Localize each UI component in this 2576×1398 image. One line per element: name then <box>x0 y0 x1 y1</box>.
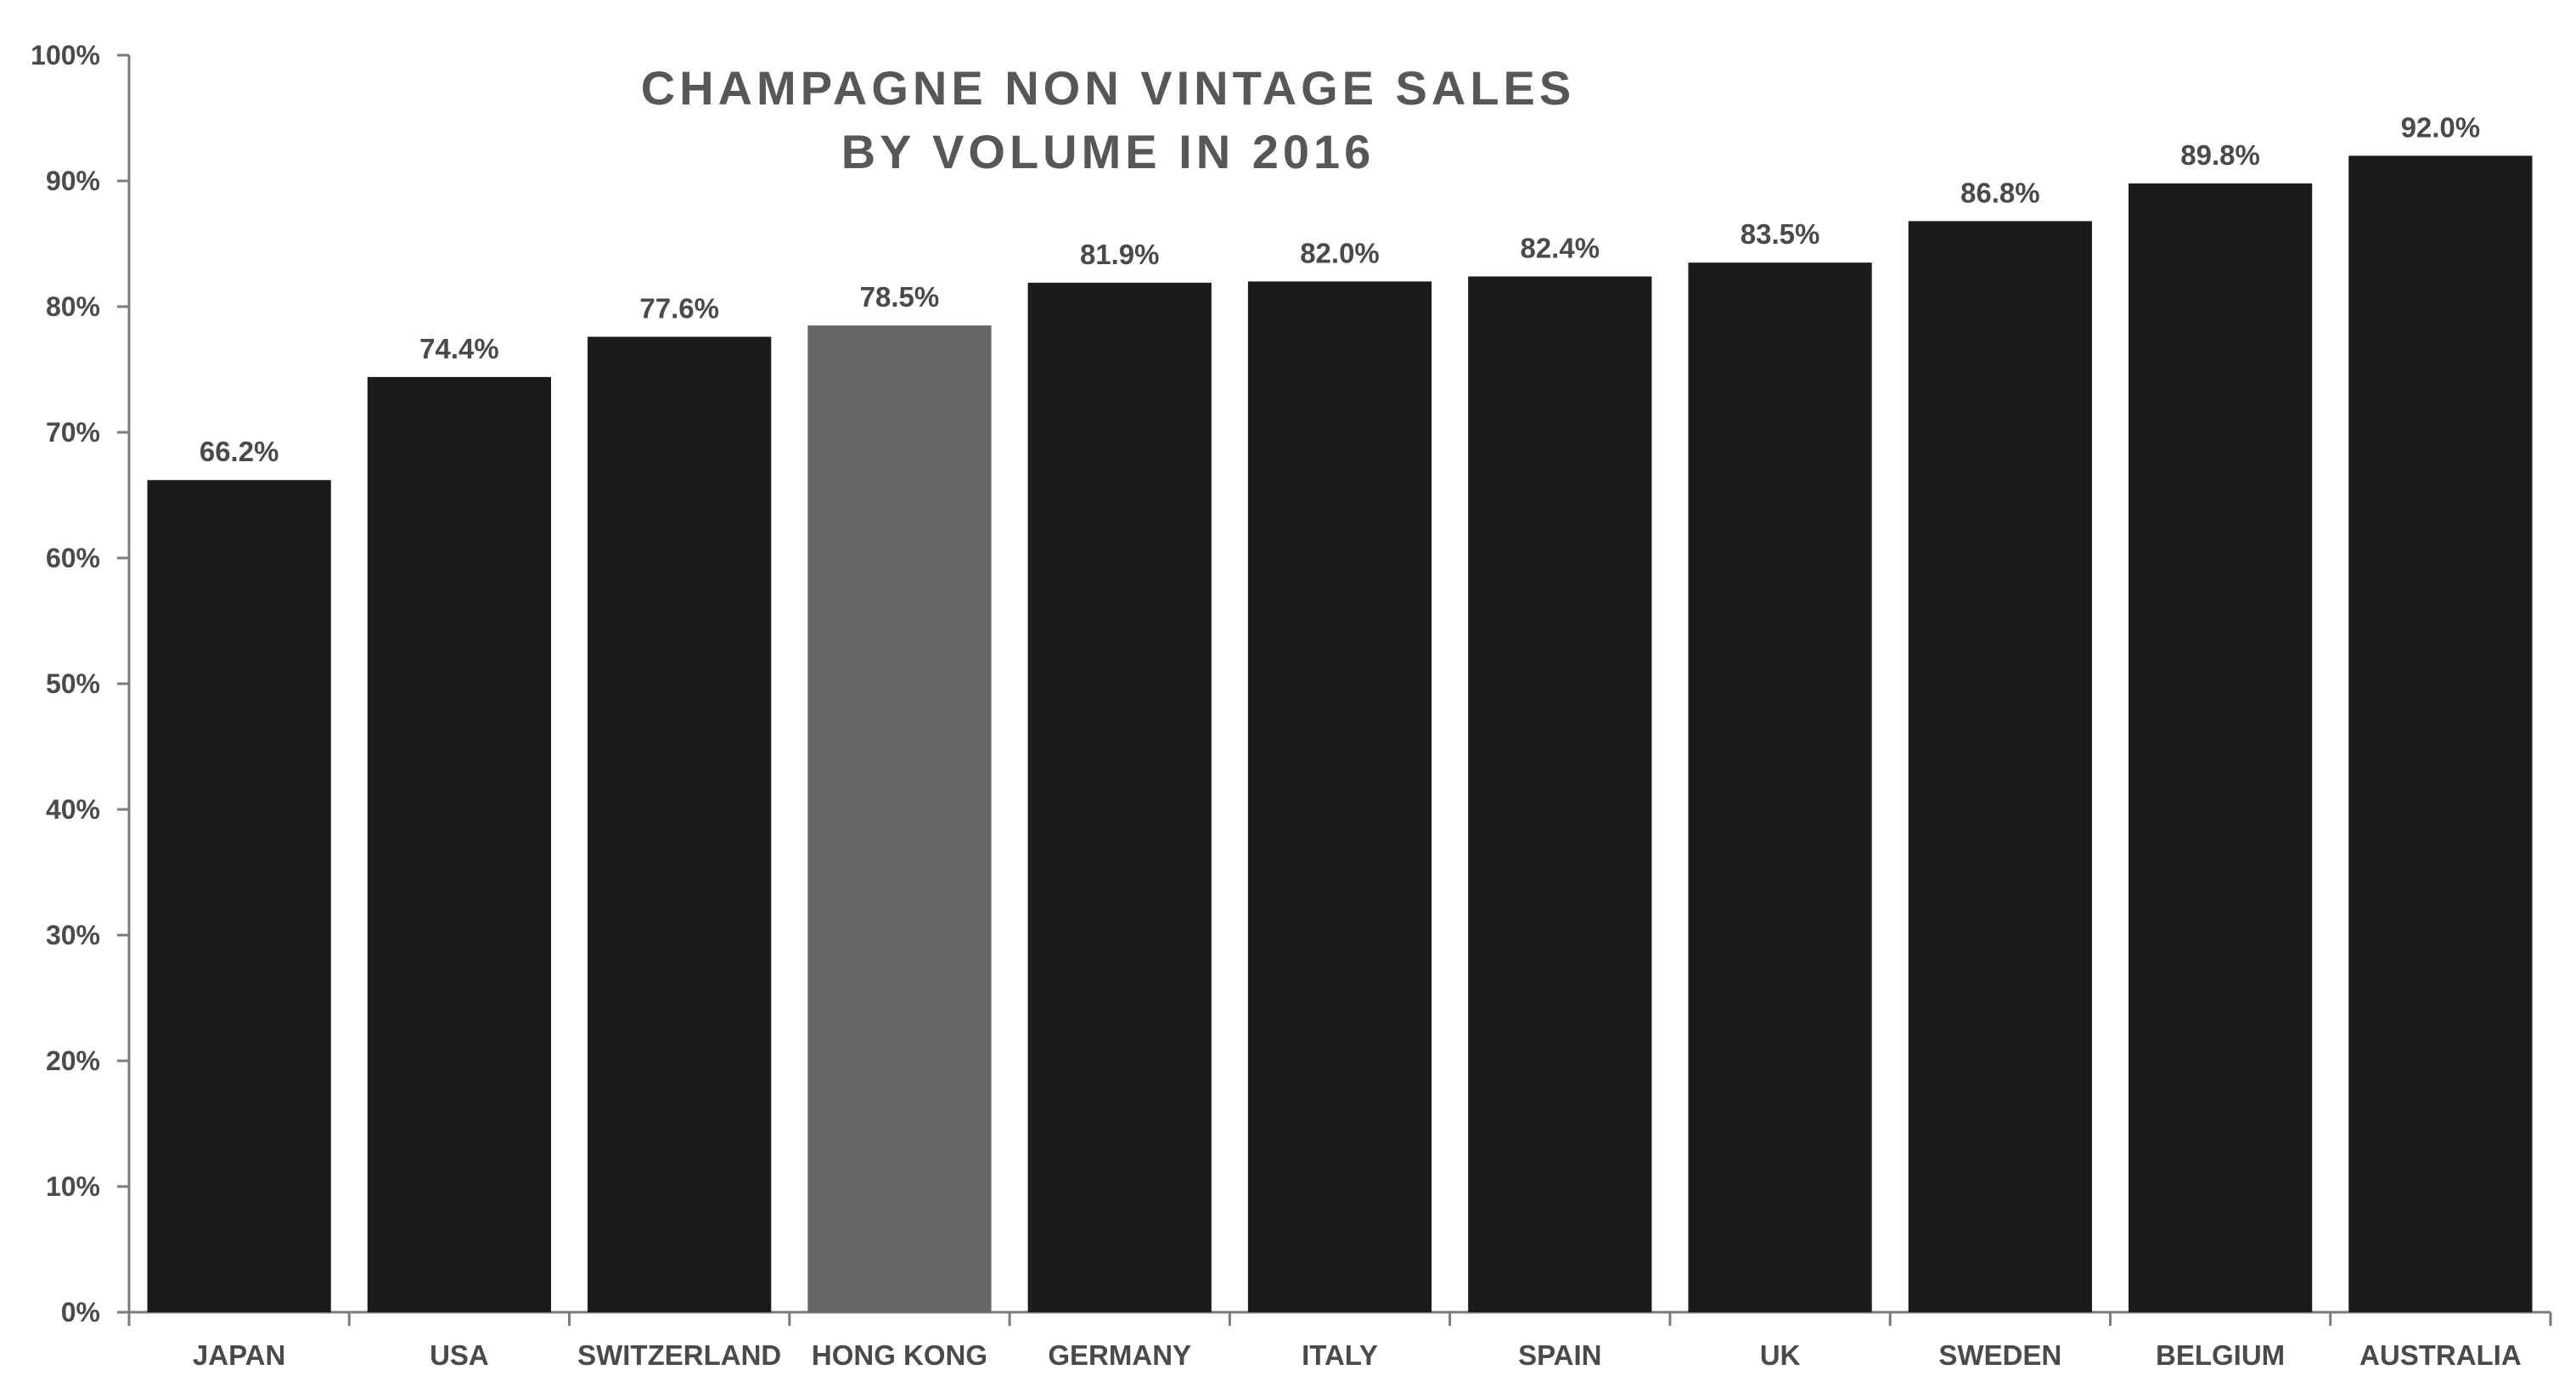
bars <box>147 155 2533 1313</box>
x-axis: JAPAN USA SWITZERLAND HONG KONG GERMANY ITALY… <box>127 1311 2552 1371</box>
data-label: 82.0% <box>1300 237 1380 268</box>
x-tick-label: SWEDEN <box>1938 1339 2061 1371</box>
data-label: 81.9% <box>1080 239 1160 270</box>
bar-australia <box>2348 155 2533 1312</box>
chart-title-line-2: BY VOLUME IN 2016 <box>841 125 1375 178</box>
bar-japan <box>147 480 331 1312</box>
bar-usa <box>367 376 552 1312</box>
bar-spain <box>1468 276 1652 1313</box>
x-tick-label: JAPAN <box>193 1339 285 1371</box>
y-axis: 0% 10% 20% 30% 40% 50% 60% 70% 80% 90% 100% <box>31 40 131 1328</box>
x-tick-label: USA <box>430 1339 489 1371</box>
y-tick-label: 100% <box>31 40 100 70</box>
bar-uk <box>1688 262 1872 1313</box>
chart-title-line-1: CHAMPAGNE NON VINTAGE SALES <box>641 61 1576 115</box>
data-label: 78.5% <box>860 281 940 313</box>
bar-switzerland <box>588 336 772 1312</box>
x-tick-label: BELGIUM <box>2156 1339 2285 1371</box>
y-tick-label: 80% <box>46 291 100 322</box>
data-labels: 66.2% 74.4% 77.6% 78.5% 81.9% 82.0% 82.4% 83.5%… <box>200 111 2480 467</box>
y-tick-label: 20% <box>46 1046 100 1076</box>
y-tick-label: 70% <box>46 417 100 448</box>
data-label: 89.8% <box>2180 139 2260 171</box>
bar-sweden <box>1908 221 2092 1312</box>
y-tick-label: 0% <box>61 1297 100 1328</box>
data-label: 82.4% <box>1520 232 1600 263</box>
y-tick-label: 40% <box>46 794 100 825</box>
y-tick-label: 50% <box>46 668 100 699</box>
data-label: 74.4% <box>419 333 499 364</box>
y-tick-label: 30% <box>46 920 100 950</box>
chart-title: CHAMPAGNE NON VINTAGE SALES BY VOLUME IN… <box>641 61 1576 178</box>
data-label: 66.2% <box>200 436 279 467</box>
x-tick-label: UK <box>1760 1339 1801 1371</box>
data-label: 83.5% <box>1741 218 1820 250</box>
data-label: 77.6% <box>639 293 719 324</box>
bar-belgium <box>2128 183 2313 1313</box>
x-tick-label: AUSTRALIA <box>2359 1339 2522 1371</box>
x-tick-label: ITALY <box>1302 1339 1378 1371</box>
y-tick-label: 10% <box>46 1171 100 1202</box>
x-tick-label: SPAIN <box>1518 1339 1601 1371</box>
data-label: 86.8% <box>1960 177 2040 208</box>
x-tick-label: GERMANY <box>1048 1339 1191 1371</box>
bar-hong-kong <box>807 325 992 1313</box>
y-tick-label: 60% <box>46 543 100 573</box>
bar-italy <box>1247 281 1432 1312</box>
y-tick-label: 90% <box>46 166 100 196</box>
x-tick-label: SWITZERLAND <box>577 1339 781 1371</box>
bar-germany <box>1027 282 1212 1312</box>
x-tick-label: HONG KONG <box>812 1339 987 1371</box>
data-label: 92.0% <box>2401 111 2481 143</box>
